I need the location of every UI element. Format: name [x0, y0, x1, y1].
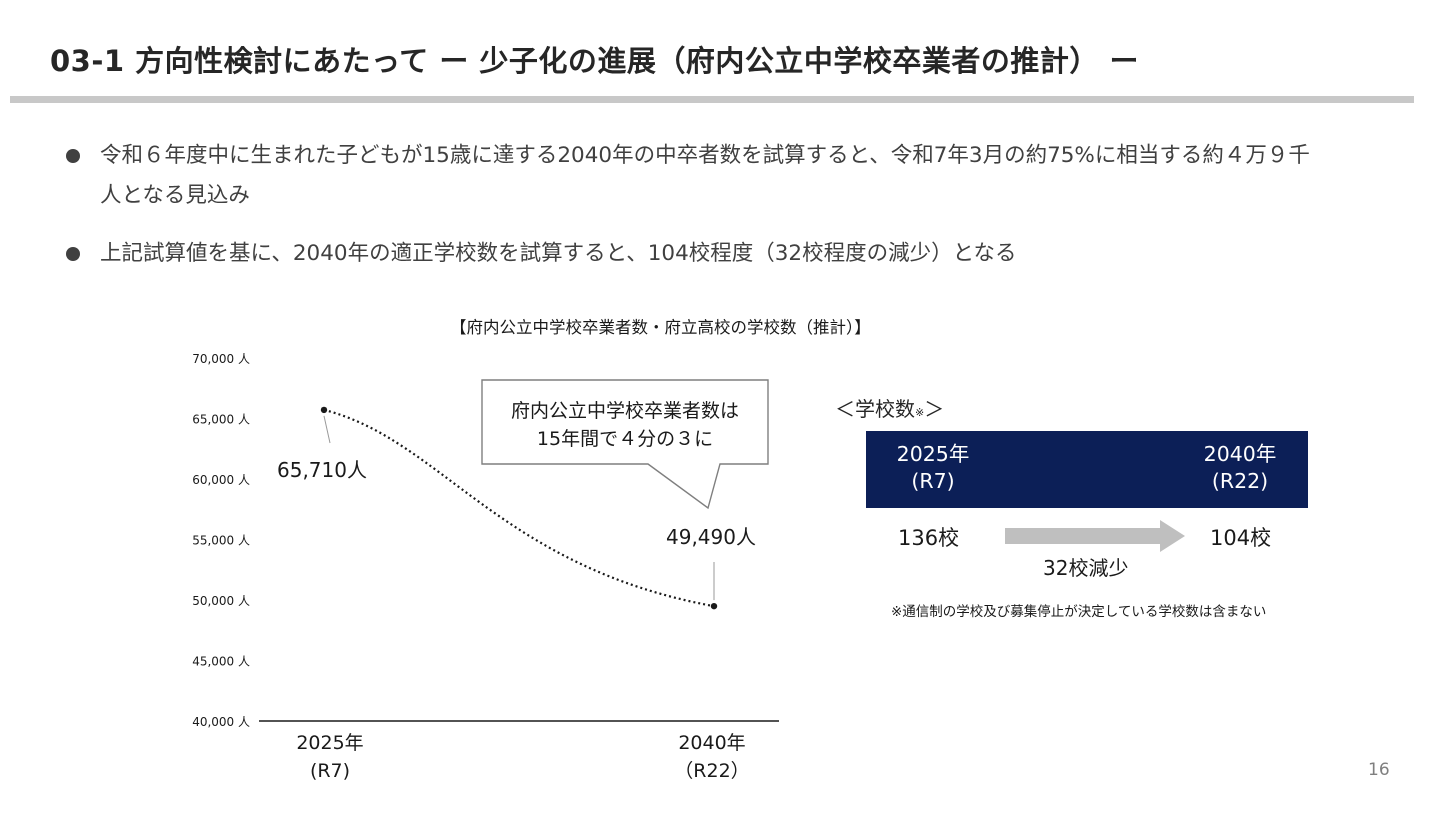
y-tick-label: 50,000 人: [192, 594, 250, 608]
school-count-2040: 104校: [1210, 526, 1272, 550]
series-line: [323, 408, 715, 608]
x-category-label: 2025年: [296, 732, 363, 754]
callout-bubble: [481, 379, 769, 510]
x-category-label: 2040年: [678, 732, 745, 754]
y-tick-label: 65,000 人: [192, 413, 250, 427]
school-count-heading: ＜学校数※＞: [835, 393, 944, 422]
year-2025-header: 2025年 (R7): [868, 441, 998, 495]
data-label: 65,710人: [277, 458, 367, 482]
y-tick-label: 40,000 人: [192, 715, 250, 729]
bullet-text: 令和６年度中に生まれた子どもが15歳に達する2040年の中卒者数を試算すると、令…: [100, 143, 1310, 208]
title-divider: [10, 96, 1414, 103]
data-label: 49,490人: [666, 525, 756, 549]
era-r22-label: (R22): [1211, 469, 1269, 493]
year-2040-label: 2040年: [1203, 442, 1277, 466]
era-r7-label: (R7): [911, 469, 955, 493]
school-count-2025: 136校: [898, 526, 960, 550]
bullet-item: 令和６年度中に生まれた子どもが15歳に達する2040年の中卒者数を試算すると、令…: [66, 136, 1326, 216]
data-label-leader: [323, 415, 331, 444]
bullet-item: 上記試算値を基に、2040年の適正学校数を試算すると、104校程度（32校程度の…: [66, 234, 1326, 274]
y-tick-label: 45,000 人: [192, 655, 250, 669]
school-count-heading-close: ＞: [924, 397, 945, 421]
bullet-dot-icon: [66, 247, 80, 261]
y-tick-label: 70,000 人: [192, 352, 250, 366]
school-year-header: 2025年 (R7) 2040年 (R22): [866, 431, 1308, 508]
page-number: 16: [1368, 760, 1390, 780]
school-count-footnote: ※通信制の学校及び募集停止が決定している学校数は含まない: [891, 604, 1267, 620]
x-category-label: （R22）: [674, 760, 749, 782]
school-count-heading-text: ＜学校数: [835, 397, 915, 421]
bullet-dot-icon: [66, 149, 80, 163]
chart-title: 【府内公立中学校卒業者数・府立高校の学校数（推計）】: [450, 318, 871, 337]
page-title: 03-1 方向性検討にあたって ー 少子化の進展（府内公立中学校卒業者の推計） …: [50, 44, 1140, 78]
bullet-list: 令和６年度中に生まれた子どもが15歳に達する2040年の中卒者数を試算すると、令…: [66, 136, 1326, 292]
x-category-label: (R7): [310, 760, 350, 782]
bullet-text: 上記試算値を基に、2040年の適正学校数を試算すると、104校程度（32校程度の…: [100, 241, 1017, 266]
reduction-arrow-icon: [1005, 520, 1185, 552]
data-point: [710, 602, 718, 610]
y-tick-label: 55,000 人: [192, 534, 250, 548]
school-reduction-label: 32校減少: [1043, 556, 1129, 580]
data-point: [320, 406, 328, 414]
school-count-note-mark: ※: [915, 406, 925, 419]
callout-text: 府内公立中学校卒業者数は: [511, 400, 739, 422]
year-2040-header: 2040年 (R22): [1175, 441, 1305, 495]
year-2025-label: 2025年: [896, 442, 970, 466]
y-tick-label: 60,000 人: [192, 473, 250, 487]
callout-text: 15年間で４分の３に: [537, 428, 713, 450]
